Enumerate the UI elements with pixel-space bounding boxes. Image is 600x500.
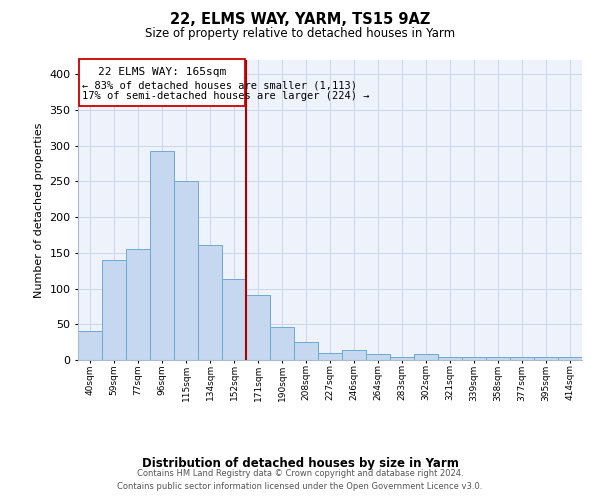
Bar (390, 357, 414, 360)
Bar (366, 354, 390, 360)
Y-axis label: Number of detached properties: Number of detached properties (34, 122, 44, 298)
Bar (342, 350, 366, 360)
Bar (246, 295, 270, 360)
Text: ← 83% of detached houses are smaller (1,113): ← 83% of detached houses are smaller (1,… (82, 80, 356, 90)
Bar (558, 357, 582, 360)
Bar (102, 260, 126, 360)
Bar (294, 342, 318, 360)
Text: Size of property relative to detached houses in Yarm: Size of property relative to detached ho… (145, 28, 455, 40)
Bar (534, 357, 558, 360)
Text: Distribution of detached houses by size in Yarm: Distribution of detached houses by size … (142, 458, 458, 470)
Bar (78, 332, 102, 360)
Bar (126, 250, 150, 360)
Bar (174, 180, 198, 360)
Text: 22, ELMS WAY, YARM, TS15 9AZ: 22, ELMS WAY, YARM, TS15 9AZ (170, 12, 430, 28)
Bar (270, 327, 294, 360)
Text: Contains HM Land Registry data © Crown copyright and database right 2024.
Contai: Contains HM Land Registry data © Crown c… (118, 469, 482, 491)
Bar (510, 357, 534, 360)
Bar (414, 354, 438, 360)
Bar (318, 353, 342, 360)
Bar (462, 357, 486, 360)
Bar (150, 150, 174, 360)
Text: 17% of semi-detached houses are larger (224) →: 17% of semi-detached houses are larger (… (82, 92, 369, 102)
Bar (198, 245, 222, 360)
FancyBboxPatch shape (79, 58, 245, 106)
Bar (486, 357, 510, 360)
Text: 22 ELMS WAY: 165sqm: 22 ELMS WAY: 165sqm (98, 67, 226, 77)
Bar (222, 280, 246, 360)
Bar (438, 357, 462, 360)
